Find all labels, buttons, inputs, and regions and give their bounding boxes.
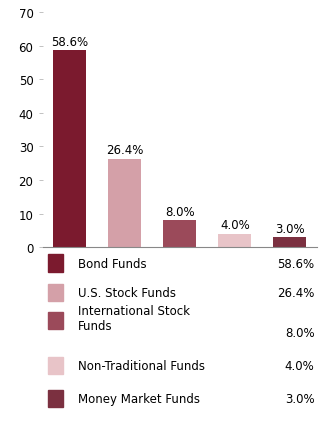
Bar [109, 159, 141, 248]
Text: 3.0%: 3.0% [285, 392, 315, 405]
Text: 8.0%: 8.0% [285, 326, 315, 339]
Bar [273, 238, 306, 248]
Bar [48, 390, 63, 408]
Text: 58.6%: 58.6% [277, 257, 315, 270]
Text: 4.0%: 4.0% [220, 219, 250, 232]
Bar [218, 234, 251, 248]
Text: 8.0%: 8.0% [165, 205, 195, 218]
Text: 58.6%: 58.6% [51, 36, 89, 49]
Text: International Stock
Funds: International Stock Funds [78, 304, 190, 332]
Text: Money Market Funds: Money Market Funds [78, 392, 200, 405]
Text: 4.0%: 4.0% [285, 359, 315, 372]
Text: 26.4%: 26.4% [277, 286, 315, 299]
Text: Non-Traditional Funds: Non-Traditional Funds [78, 359, 205, 372]
Text: 3.0%: 3.0% [275, 222, 304, 235]
Bar [48, 255, 63, 272]
Bar [164, 221, 196, 248]
Bar [48, 357, 63, 375]
Bar [48, 284, 63, 301]
Bar [48, 312, 63, 329]
Text: Bond Funds: Bond Funds [78, 257, 147, 270]
Text: 26.4%: 26.4% [106, 144, 144, 157]
Bar [54, 51, 86, 248]
Text: U.S. Stock Funds: U.S. Stock Funds [78, 286, 176, 299]
